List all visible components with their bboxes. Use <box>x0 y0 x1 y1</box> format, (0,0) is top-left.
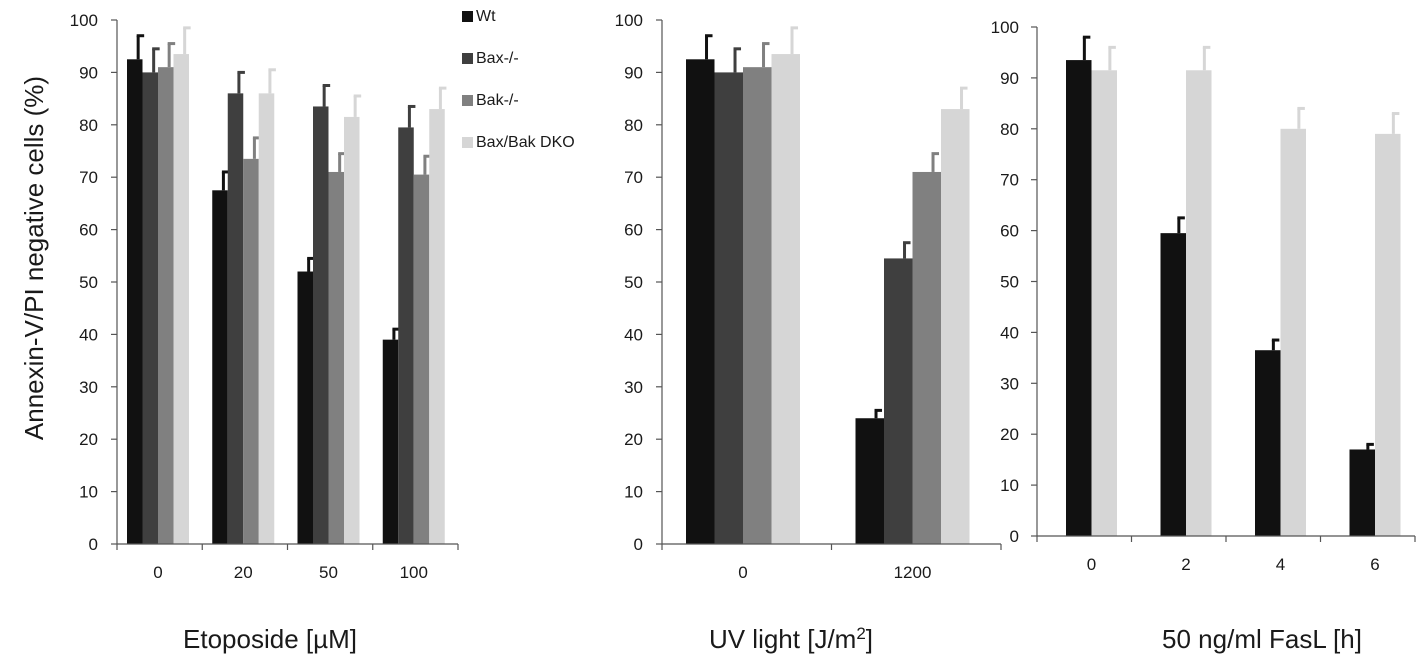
y-tick-label: 90 <box>1000 69 1019 88</box>
bar-wt-4 <box>1255 350 1281 536</box>
bar-bak--1200 <box>912 171 941 544</box>
x-tick-label: 0 <box>1087 555 1096 574</box>
y-tick-label: 50 <box>1000 273 1019 292</box>
y-tick-label: 100 <box>991 18 1019 37</box>
y-tick-label: 60 <box>79 221 98 240</box>
y-tick-label: 90 <box>624 63 643 82</box>
legend-label: Bax-/- <box>476 50 519 67</box>
legend-swatch <box>462 53 473 64</box>
x-axis-title-fasl: 50 ng/ml FasL [h] <box>1162 624 1362 654</box>
y-tick-label: 10 <box>1000 476 1019 495</box>
y-tick-label: 0 <box>634 535 643 554</box>
y-tick-label: 100 <box>615 11 643 30</box>
y-tick-label: 20 <box>79 430 98 449</box>
bar-bak--100 <box>413 174 430 544</box>
bar-wt-50 <box>297 271 313 544</box>
y-tick-label: 0 <box>89 535 98 554</box>
y-tick-label: 50 <box>79 273 98 292</box>
y-tick-label: 90 <box>79 63 98 82</box>
x-tick-label: 20 <box>234 563 253 582</box>
bar-bax-bak-dko-0 <box>771 54 800 545</box>
bar-bax-bak-dko-4 <box>1280 128 1306 537</box>
bar-bax-bak-dko-2 <box>1186 70 1212 536</box>
bar-wt-0 <box>1066 60 1092 537</box>
x-tick-label: 1200 <box>894 563 932 582</box>
bar-bax-bak-dko-20 <box>258 93 275 545</box>
chart-uv-light: 0 10 20 30 40 50 60 70 80 90 100 0 1200 <box>615 11 1002 582</box>
bar-wt-6 <box>1349 449 1375 536</box>
y-tick-label: 0 <box>1010 527 1019 546</box>
y-tick-label: 40 <box>624 325 643 344</box>
legend: Wt Bax-/- Bak-/- Bax/Bak DKO <box>462 8 575 151</box>
x-tick-label: 4 <box>1276 555 1285 574</box>
bar-bax-bak-dko-100 <box>429 109 445 544</box>
x-axis-title-etoposide: Etoposide [µM] <box>183 624 357 654</box>
y-tick-label: 60 <box>1000 222 1019 241</box>
y-tick-label: 60 <box>624 221 643 240</box>
x-tick-label: 6 <box>1370 555 1379 574</box>
y-tick-label: 80 <box>1000 120 1019 139</box>
bar-bax--50 <box>313 106 329 545</box>
legend-label: Wt <box>476 8 496 25</box>
y-tick-label: 80 <box>624 116 643 135</box>
bar-bax-bak-dko-1200 <box>941 109 970 544</box>
bar-wt-2 <box>1160 233 1186 536</box>
y-tick-label: 70 <box>624 168 643 187</box>
bar-wt-1200 <box>855 418 884 544</box>
chart-fasl: 0 10 20 30 40 50 60 70 80 90 100 0 2 4 6 <box>991 18 1416 574</box>
legend-label: Bak-/- <box>476 92 519 109</box>
y-tick-label: 50 <box>624 273 643 292</box>
bar-wt-20 <box>212 190 228 545</box>
x-tick-label: 50 <box>319 563 338 582</box>
y-tick-label: 30 <box>624 378 643 397</box>
y-tick-label: 20 <box>624 430 643 449</box>
chart-etoposide: 0 10 20 30 40 50 60 70 80 90 100 0 20 50 100 <box>70 11 459 582</box>
x-axis-title-uv-main: UV light [J/m <box>709 624 856 654</box>
y-tick-label: 40 <box>1000 323 1019 342</box>
bar-bax--0 <box>142 72 158 545</box>
bar-bax--0 <box>714 72 743 545</box>
legend-swatch <box>462 11 473 22</box>
y-tick-label: 20 <box>1000 425 1019 444</box>
x-tick-label: 0 <box>153 563 162 582</box>
legend-swatch <box>462 137 473 148</box>
bar-wt-0 <box>686 59 715 545</box>
bar-bax--100 <box>398 127 414 545</box>
bar-bax-bak-dko-0 <box>173 54 189 545</box>
y-tick-label: 70 <box>79 168 98 187</box>
x-tick-label: 2 <box>1181 555 1190 574</box>
bar-bak--0 <box>158 67 174 544</box>
x-axis-title-uv-end: ] <box>866 624 873 654</box>
x-axis-title-uv-superscript: 2 <box>856 624 865 643</box>
bar-bax-bak-dko-0 <box>1091 70 1117 536</box>
bar-bak--50 <box>328 171 344 544</box>
y-tick-label: 100 <box>70 11 98 30</box>
y-tick-label: 70 <box>1000 171 1019 190</box>
y-tick-label: 10 <box>624 483 643 502</box>
bar-bak--0 <box>743 67 772 544</box>
x-tick-label: 100 <box>400 563 428 582</box>
bar-bak--20 <box>243 158 259 545</box>
y-tick-label: 10 <box>79 483 98 502</box>
x-axis-title-uv-light: UV light [J/m2] <box>709 624 873 655</box>
y-tick-label: 30 <box>79 378 98 397</box>
x-tick-label: 0 <box>738 563 747 582</box>
y-tick-label: 40 <box>79 325 98 344</box>
y-tick-label: 30 <box>1000 374 1019 393</box>
legend-label: Bax/Bak DKO <box>476 134 575 151</box>
bar-bax-bak-dko-50 <box>344 116 360 544</box>
bar-wt-100 <box>382 339 399 544</box>
bar-bax--1200 <box>884 258 913 544</box>
legend-swatch <box>462 95 473 106</box>
bar-wt-0 <box>127 59 143 545</box>
bar-bax-bak-dko-6 <box>1375 133 1401 536</box>
bar-bax--20 <box>227 93 244 545</box>
y-tick-label: 80 <box>79 116 98 135</box>
y-axis-title: Annexin-V/PI negative cells (%) <box>19 76 49 440</box>
